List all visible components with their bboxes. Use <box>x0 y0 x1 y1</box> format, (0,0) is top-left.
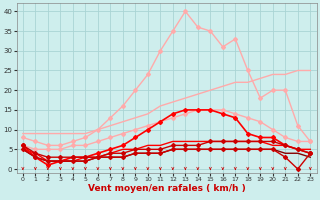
X-axis label: Vent moyen/en rafales ( km/h ): Vent moyen/en rafales ( km/h ) <box>88 184 245 193</box>
